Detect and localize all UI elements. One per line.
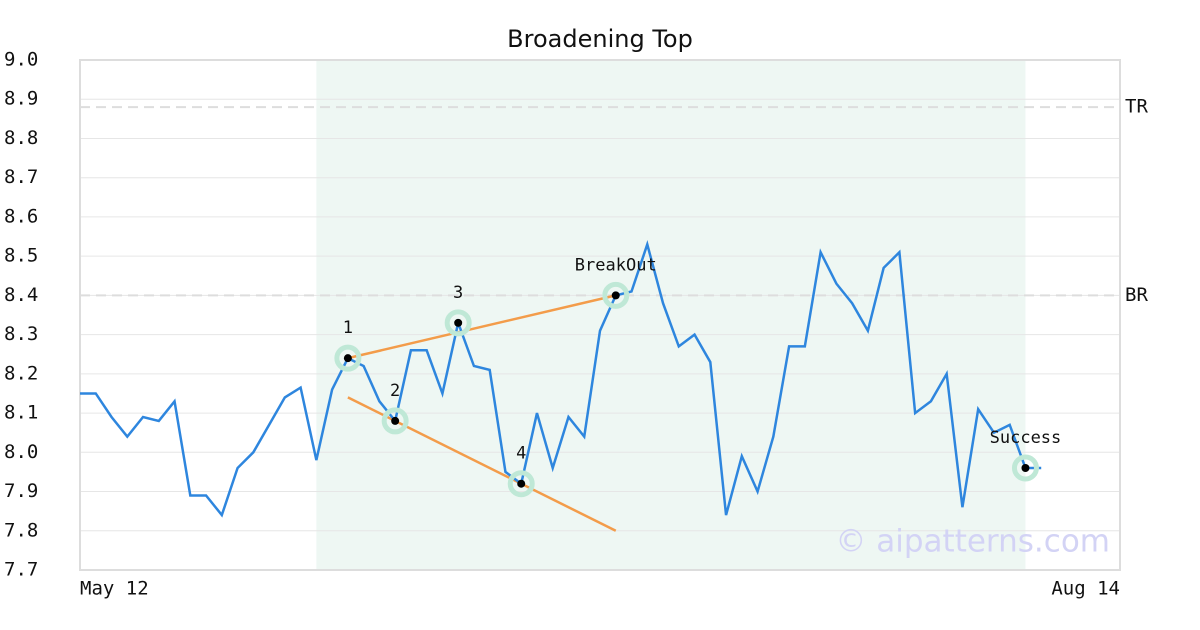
watermark: © aipatterns.com (835, 524, 1110, 560)
y-tick-label: 8.3 (4, 323, 38, 345)
point (343, 354, 352, 363)
point (1021, 464, 1030, 472)
point-label: 2 (390, 381, 400, 401)
point-halo (334, 344, 362, 372)
price-line (80, 240, 1042, 518)
point-label: Success (990, 428, 1062, 448)
y-tick-label: 7.9 (4, 480, 38, 502)
y-tick-label: 8.8 (4, 127, 38, 149)
y-tick-label: 7.8 (4, 519, 38, 541)
y-tick-label: 8.2 (4, 362, 38, 384)
point-label: BreakOut (575, 255, 657, 275)
point (454, 318, 463, 327)
point-halo (602, 281, 630, 309)
point (611, 291, 620, 300)
point-halo (507, 470, 535, 498)
chart-title: Broadening Top (507, 25, 693, 53)
y-tick-label: 8.5 (4, 245, 38, 267)
x-tick-label: Aug 14 (1051, 578, 1120, 600)
y-tick-label: 8.7 (4, 166, 38, 188)
y-tick-label: 8.1 (4, 402, 38, 424)
point-label: 4 (516, 444, 526, 464)
y-tick-label: 7.7 (4, 559, 38, 581)
point-label: 3 (453, 283, 463, 303)
y-tick-label: 8.9 (4, 88, 38, 110)
y-tick-label: 8.4 (4, 284, 38, 306)
point-halo (381, 407, 409, 435)
y-tick-label: 9.0 (4, 49, 38, 71)
level-label: BR (1125, 284, 1148, 306)
point-label: 1 (343, 318, 353, 338)
level-label: TR (1125, 96, 1148, 118)
trendline (347, 294, 617, 360)
x-tick-label: May 12 (80, 578, 149, 600)
point-halo (1011, 454, 1039, 482)
highlight-region (316, 60, 1026, 570)
y-tick-label: 8.0 (4, 441, 38, 463)
point (517, 479, 526, 488)
y-tick-label: 8.6 (4, 205, 38, 227)
point (391, 416, 400, 425)
plot-frame (79, 59, 1121, 571)
point-halo (444, 309, 472, 337)
